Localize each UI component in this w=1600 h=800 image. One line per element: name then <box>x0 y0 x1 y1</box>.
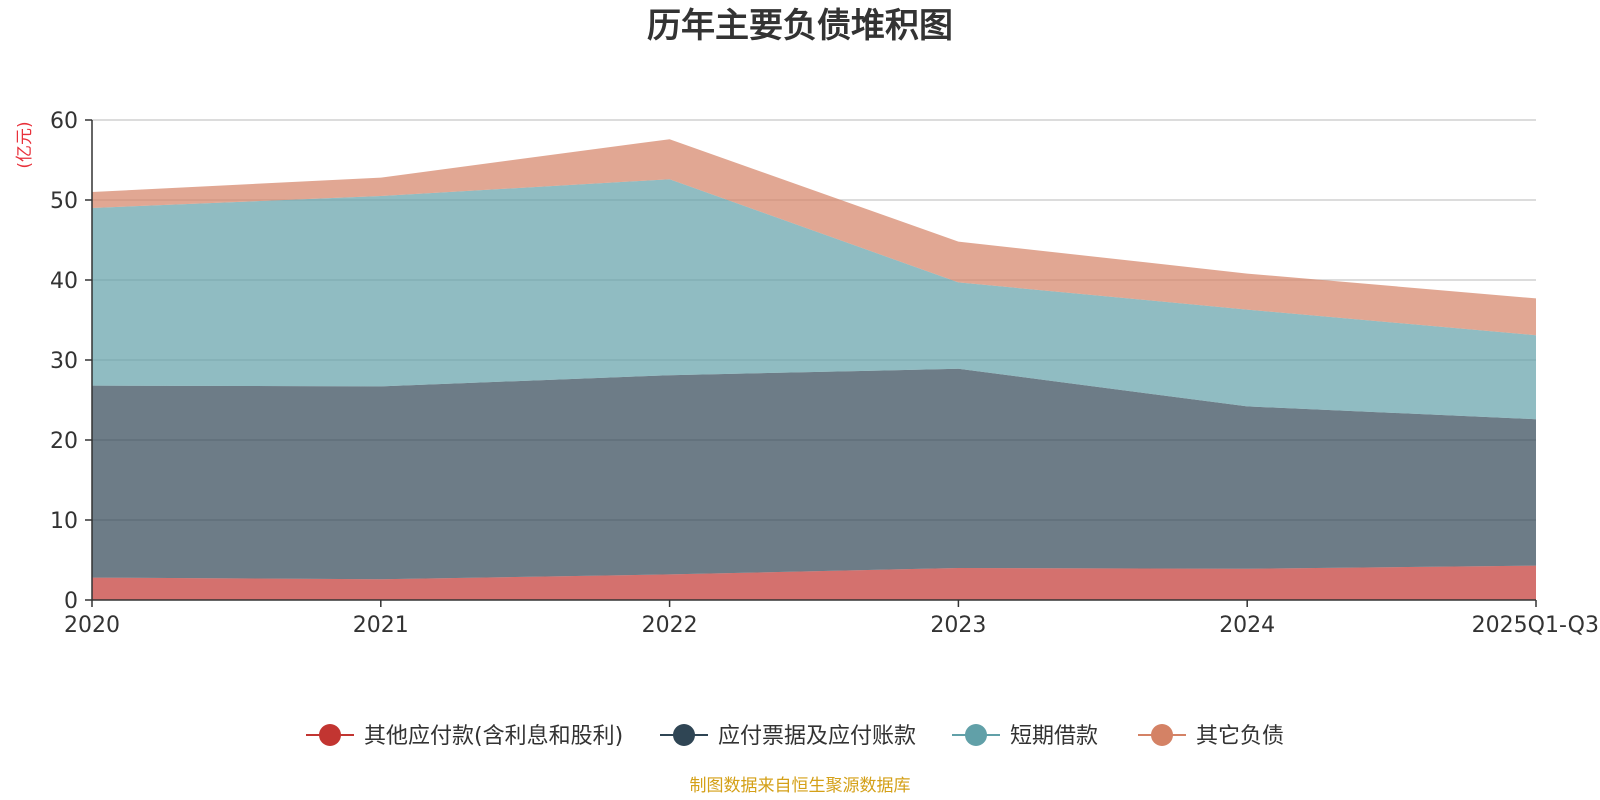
area-series-1 <box>92 368 1536 580</box>
axes: 0 10 20 30 40 50 60 2020 2021 2022 2023 2024 2025Q1-… <box>50 109 1599 638</box>
data-source-note: 制图数据来自恒生聚源数据库 <box>690 776 911 796</box>
legend-marker-3 <box>1151 724 1173 746</box>
x-tick-label-5: 2025Q1-Q3 <box>1472 613 1599 638</box>
legend-marker-2 <box>965 724 987 746</box>
legend-item-2[interactable]: 短期借款 <box>952 724 1098 749</box>
y-axis-unit-label: (亿元) <box>15 121 35 168</box>
legend-label-2: 短期借款 <box>1010 724 1098 749</box>
area-series-3 <box>92 139 1536 336</box>
legend-label-0: 其他应付款(含利息和股利) <box>364 724 623 749</box>
legend-item-1[interactable]: 应付票据及应付账款 <box>660 724 916 749</box>
y-tick-label-3: 30 <box>50 349 78 374</box>
area-series-0 <box>92 565 1536 600</box>
chart-title: 历年主要负债堆积图 <box>647 6 953 46</box>
area-series-2 <box>92 179 1536 420</box>
y-tick-label-5: 50 <box>50 189 78 214</box>
area-series-group <box>92 139 1536 600</box>
x-tick-label-4: 2024 <box>1219 613 1275 638</box>
legend-marker-1 <box>673 724 695 746</box>
x-tick-label-0: 2020 <box>64 613 120 638</box>
y-tick-label-4: 40 <box>50 269 78 294</box>
legend: 其他应付款(含利息和股利) 应付票据及应付账款 短期借款 其它负债 <box>306 724 1284 749</box>
y-tick-label-2: 20 <box>50 429 78 454</box>
legend-item-0[interactable]: 其他应付款(含利息和股利) <box>306 724 623 749</box>
x-tick-label-3: 2023 <box>930 613 986 638</box>
x-tick-label-1: 2021 <box>353 613 409 638</box>
x-tick-label-2: 2022 <box>642 613 698 638</box>
legend-label-3: 其它负债 <box>1196 724 1284 749</box>
legend-marker-0 <box>319 724 341 746</box>
legend-label-1: 应付票据及应付账款 <box>718 724 916 749</box>
y-tick-label-6: 60 <box>50 109 78 134</box>
y-tick-label-0: 0 <box>64 589 78 614</box>
legend-item-3[interactable]: 其它负债 <box>1138 724 1284 749</box>
y-tick-label-1: 10 <box>50 509 78 534</box>
